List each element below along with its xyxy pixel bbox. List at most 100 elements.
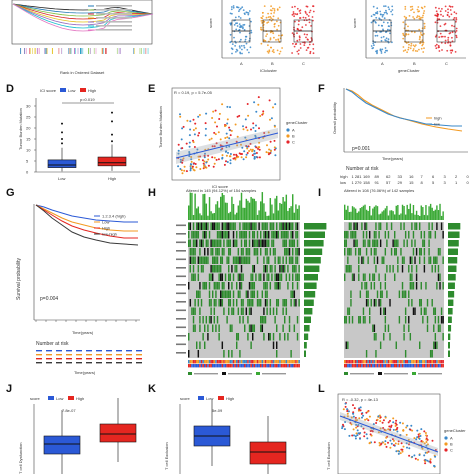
- h-mutation-cell: [236, 239, 238, 247]
- g-curve-1: [35, 204, 138, 223]
- c-point: [380, 50, 383, 53]
- g-risk-cell: [96, 350, 102, 352]
- h-annotation-cell: [287, 360, 289, 364]
- k-box-high: [249, 441, 287, 465]
- h-annotation-cell: [202, 360, 204, 364]
- h-mutation-cell: [237, 256, 240, 264]
- l-point: [425, 441, 428, 443]
- g-risk-cell: [76, 350, 82, 352]
- d-outlier: [61, 131, 63, 134]
- c-point: [419, 42, 421, 45]
- i-mutation-cell: [408, 299, 410, 307]
- e-point: [198, 132, 201, 134]
- b-point: [239, 47, 241, 49]
- c-point: [455, 20, 457, 23]
- i-annotation-cell: [408, 364, 410, 368]
- h-mutation-cell: [266, 265, 268, 273]
- h-mutation-cell: [197, 350, 200, 358]
- h-mutation-cell: [258, 273, 260, 281]
- e-point: [199, 155, 202, 158]
- panel-letter-j: J: [6, 383, 12, 395]
- c-point: [413, 45, 416, 48]
- h-top-bar: [287, 210, 289, 220]
- h-mutation-cell: [247, 299, 249, 307]
- i-annotation-cell: [378, 360, 380, 364]
- d-legend-swatch-low: [60, 88, 66, 92]
- g-risk-cell: [126, 354, 132, 356]
- h-annotation-cell: [269, 364, 272, 368]
- i-mutation-cell: [426, 324, 429, 332]
- i-mutation-cell: [423, 231, 426, 239]
- i-annotation-cell: [350, 364, 352, 368]
- h-mutation-cell: [292, 256, 294, 264]
- e-point: [238, 114, 241, 117]
- h-mutation-cell: [189, 299, 192, 307]
- h-top-bar: [191, 192, 193, 220]
- l-point: [401, 422, 404, 425]
- h-mutation-cell: [237, 290, 240, 298]
- i-legend-swatch: [344, 372, 348, 375]
- b-point: [231, 43, 234, 45]
- h-mutation-cell: [194, 299, 196, 307]
- l-point: [391, 438, 394, 441]
- b-point: [296, 32, 298, 34]
- i-annotation-cell: [358, 364, 360, 368]
- h-mutation-cell: [248, 222, 251, 230]
- h-gene-label-bar: [176, 267, 186, 269]
- h-mutation-cell: [279, 256, 281, 264]
- h-annotation-cell: [260, 360, 262, 364]
- gsea-legend-text-bar: [96, 17, 132, 19]
- l-point: [434, 449, 437, 451]
- i-annotation-cell: [425, 364, 427, 368]
- i-annotation-cell: [417, 360, 419, 364]
- c-point: [413, 11, 415, 14]
- panel-letter-e: E: [148, 83, 155, 95]
- h-annotation-cell: [194, 364, 196, 368]
- h-mutation-cell: [268, 273, 270, 281]
- h-annotation-cell: [274, 360, 276, 364]
- i-mutation-cell: [411, 222, 413, 230]
- h-mutation-cell: [260, 324, 262, 332]
- b-xlabel: ICIcluster: [260, 68, 278, 73]
- b-point: [235, 22, 237, 25]
- i-mutation-cell: [429, 231, 432, 239]
- i-mutation-cell: [383, 307, 385, 315]
- h-mutation-cell: [279, 333, 281, 341]
- h-top-bar: [290, 206, 292, 220]
- i-side-bar: [448, 248, 459, 255]
- e-point: [246, 152, 249, 154]
- h-annotation-cell: [253, 360, 256, 364]
- i-mutation-cell: [395, 239, 397, 247]
- f-risk-cell: 8: [421, 180, 424, 185]
- i-mutation-cell: [408, 324, 410, 332]
- i-mutation-cell: [429, 350, 432, 358]
- g-risk-cell: [136, 358, 142, 360]
- i-annotation-cell: [439, 360, 441, 364]
- i-annotation-cell: [354, 360, 357, 364]
- e-point: [234, 123, 237, 126]
- e-point: [234, 158, 237, 161]
- i-top-bar: [440, 215, 443, 220]
- h-mutation-cell: [271, 273, 273, 281]
- c-point: [376, 7, 379, 10]
- c-point: [410, 44, 412, 47]
- e-point: [252, 122, 255, 125]
- f-risk-title: Number at risk: [346, 166, 379, 172]
- h-mutation-cell: [218, 282, 220, 290]
- h-mutation-cell: [188, 222, 190, 230]
- h-top-bar: [250, 196, 252, 220]
- b-point: [276, 9, 279, 11]
- c-point: [434, 35, 437, 38]
- i-annotation-cell: [370, 364, 373, 368]
- h-mutation-cell: [204, 231, 206, 239]
- h-mutation-cell: [245, 239, 248, 247]
- e-point: [211, 156, 214, 159]
- i-top-bar: [353, 207, 355, 220]
- g-risk-cell: [136, 350, 142, 352]
- e-point: [241, 146, 244, 149]
- h-mutation-cell: [282, 239, 284, 247]
- h-mutation-cell: [266, 256, 268, 264]
- h-mutation-cell: [252, 231, 254, 239]
- h-annotation-cell: [258, 364, 260, 368]
- b-point: [295, 43, 298, 45]
